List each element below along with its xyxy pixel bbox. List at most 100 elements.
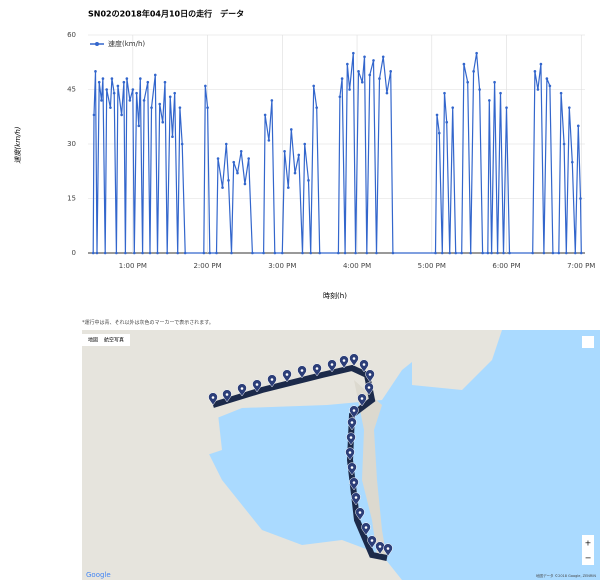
data-point <box>179 106 182 109</box>
data-point <box>158 103 161 106</box>
data-point <box>337 252 340 255</box>
fullscreen-button[interactable] <box>582 336 594 348</box>
zoom-in[interactable]: + <box>585 539 592 548</box>
route-marker-dot <box>256 383 259 386</box>
data-point <box>502 252 505 255</box>
data-point <box>312 85 315 88</box>
data-point <box>96 252 99 255</box>
data-point <box>154 74 157 77</box>
data-point <box>215 252 218 255</box>
data-point <box>363 56 366 59</box>
data-point <box>537 88 540 91</box>
data-point <box>184 252 187 255</box>
route-marker-dot <box>286 373 289 376</box>
data-point <box>225 143 228 146</box>
zoom-out[interactable]: − <box>585 554 592 563</box>
data-point <box>146 81 149 84</box>
data-point <box>109 106 112 109</box>
data-point <box>166 252 169 255</box>
data-point <box>481 252 484 255</box>
route-marker-dot <box>365 526 368 529</box>
data-point <box>392 252 395 255</box>
route-marker-dot <box>355 496 358 499</box>
route-marker-dot <box>212 396 215 399</box>
x-axis-label: 時刻(h) <box>323 291 347 300</box>
data-point <box>365 252 368 255</box>
route-marker-dot <box>368 386 371 389</box>
map-note: *運行中は青、それ以外は灰色のマーカーで表示されます。 <box>82 319 214 326</box>
data-point <box>209 252 212 255</box>
data-point <box>251 252 254 255</box>
data-point <box>227 179 230 182</box>
x-tick-label: 2:00 PM <box>193 262 221 270</box>
x-tick-label: 1:00 PM <box>119 262 147 270</box>
data-point <box>173 92 176 95</box>
data-point <box>454 252 457 255</box>
data-point <box>264 114 267 117</box>
route-marker-dot <box>371 539 374 542</box>
data-point <box>294 172 297 175</box>
data-point <box>577 125 580 128</box>
data-point <box>445 121 448 124</box>
route-marker-dot <box>226 393 229 396</box>
data-point <box>466 81 469 84</box>
data-point <box>102 77 105 80</box>
chart: SN02の2018年04月10日の走行 データ 速度(km/h) 時刻(h) 0… <box>0 0 605 310</box>
data-point <box>204 85 207 88</box>
data-point <box>123 81 126 84</box>
data-point <box>150 106 153 109</box>
data-point <box>490 252 493 255</box>
data-point <box>339 95 342 98</box>
map[interactable]: 地図 航空写真 + − Google 地図データ ©2018 Google, Z… <box>82 330 600 580</box>
data-point <box>133 252 136 255</box>
data-point <box>283 150 286 153</box>
data-point <box>100 99 103 102</box>
data-point <box>549 85 552 88</box>
data-point <box>543 252 546 255</box>
data-point <box>149 252 152 255</box>
data-point <box>138 125 141 128</box>
data-point <box>496 252 499 255</box>
map-credit: 地図データ ©2018 Google, ZENRIN <box>536 573 596 578</box>
chart-title: SN02の2018年04月10日の走行 データ <box>88 9 244 19</box>
data-point <box>262 252 265 255</box>
series-line <box>93 53 581 253</box>
data-point <box>203 252 206 255</box>
route-marker-dot <box>351 466 354 469</box>
data-point <box>268 139 271 142</box>
data-point <box>565 252 568 255</box>
data-point <box>120 114 123 117</box>
data-point <box>386 92 389 95</box>
data-point <box>164 81 167 84</box>
data-point <box>361 81 364 84</box>
y-tick-label: 0 <box>72 249 76 257</box>
map-logo: Google <box>86 571 111 579</box>
x-tick-label: 7:00 PM <box>567 262 595 270</box>
data-point <box>574 252 577 255</box>
data-point <box>290 128 293 131</box>
data-point <box>139 77 142 80</box>
data-point <box>126 77 129 80</box>
route-marker-dot <box>369 373 372 376</box>
data-point <box>104 252 107 255</box>
data-point <box>441 252 444 255</box>
x-tick-label: 4:00 PM <box>343 262 371 270</box>
data-point <box>488 99 491 102</box>
map-tab[interactable]: 航空写真 <box>104 337 124 344</box>
route-marker-dot <box>353 409 356 412</box>
x-tick-label: 6:00 PM <box>492 262 520 270</box>
data-point <box>568 106 571 109</box>
data-point <box>115 252 118 255</box>
data-point <box>281 252 284 255</box>
data-point <box>297 154 300 157</box>
data-point <box>375 252 378 255</box>
data-point <box>217 157 220 160</box>
map-tab[interactable]: 地図 <box>88 337 98 344</box>
data-point <box>132 88 135 91</box>
data-point <box>469 252 472 255</box>
data-point <box>244 183 247 186</box>
data-point <box>141 252 144 255</box>
route-marker-dot <box>353 357 356 360</box>
data-point <box>443 92 446 95</box>
y-tick-label: 60 <box>67 31 76 39</box>
